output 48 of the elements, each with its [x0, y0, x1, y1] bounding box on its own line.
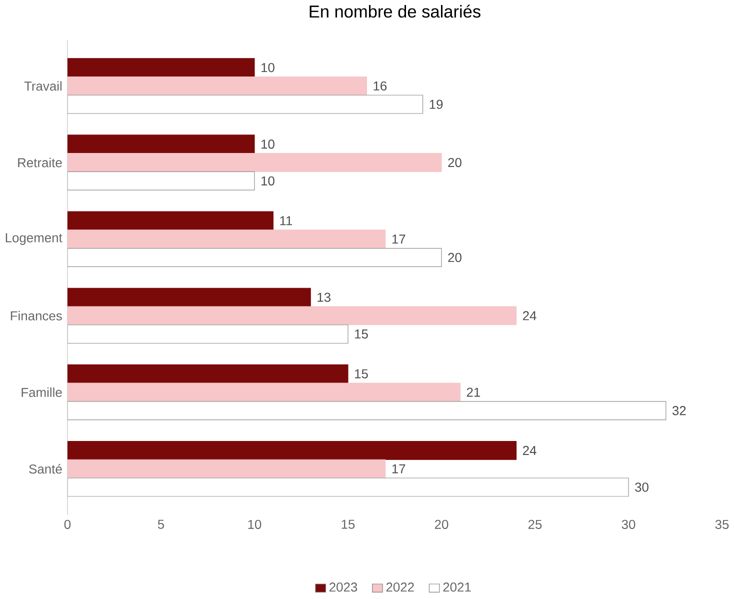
bar: [67, 440, 517, 460]
data-label: 21: [466, 387, 480, 397]
x-tick-label: 15: [342, 520, 355, 529]
legend-label: 2022: [386, 582, 414, 592]
x-tick-label: 25: [528, 520, 542, 529]
bar: [67, 94, 424, 114]
y-tick-label: Retraite: [18, 158, 62, 168]
data-label: 10: [262, 62, 274, 72]
data-label: 32: [672, 406, 686, 415]
bar: [67, 400, 666, 420]
y-tick-label: Finances: [10, 310, 62, 320]
data-label: 11: [280, 216, 292, 225]
x-tick-label: 5: [158, 520, 164, 529]
y-tick-label: Santé: [29, 464, 62, 474]
y-tick-label: Famille: [22, 387, 62, 397]
bar: [67, 324, 348, 344]
data-label: 15: [355, 369, 368, 378]
bar: [67, 288, 311, 307]
x-tick-label: 35: [715, 520, 729, 529]
data-label: 24: [522, 310, 536, 320]
y-tick-label: Logement: [6, 233, 62, 245]
data-label: 20: [448, 158, 462, 167]
bar: [67, 58, 255, 77]
x-tick-label: 10: [248, 520, 262, 529]
data-label: 20: [448, 252, 462, 262]
bar: [67, 248, 442, 267]
chart-title: En nombre de salariés: [310, 4, 480, 18]
data-label: 10: [262, 139, 274, 149]
bar: [67, 134, 255, 154]
data-label: 15: [355, 329, 368, 338]
data-label: 19: [430, 100, 443, 109]
data-label: 10: [262, 176, 274, 186]
bar: [67, 364, 348, 384]
x-tick-label: 0: [64, 520, 71, 529]
data-label: 30: [635, 482, 648, 492]
data-label: 24: [522, 446, 536, 455]
data-label: 17: [392, 464, 406, 474]
data-label: 13: [318, 292, 330, 302]
bar: [67, 477, 629, 496]
y-tick-label: Travail: [24, 80, 62, 91]
bar: [67, 211, 274, 230]
data-label: 17: [392, 234, 406, 244]
data-label: 16: [374, 81, 387, 90]
x-tick-label: 20: [434, 520, 448, 529]
x-tick-label: 30: [622, 520, 636, 529]
legend-label: 2023: [330, 582, 358, 592]
bar: [67, 171, 255, 190]
legend-label: 2021: [443, 582, 471, 592]
